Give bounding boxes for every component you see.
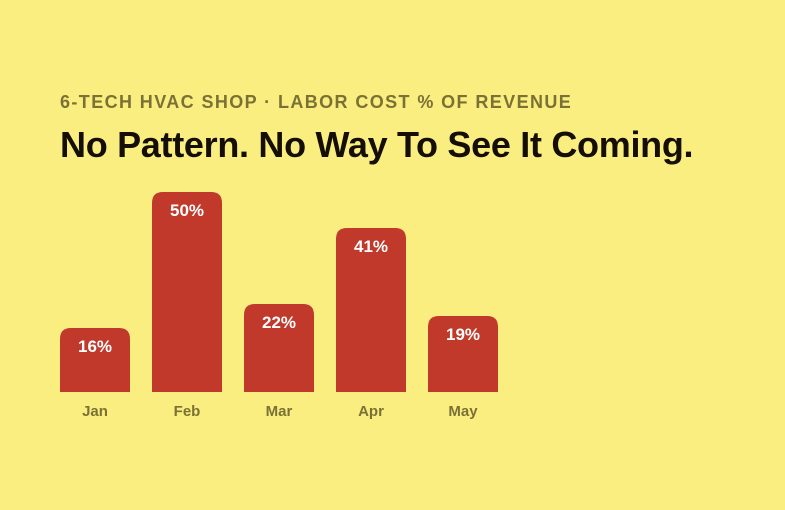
chart-title: No Pattern. No Way To See It Coming. [60, 124, 694, 165]
bar-mar [244, 304, 314, 392]
bar-jan [60, 328, 130, 392]
category-label: May [448, 403, 478, 420]
bar-value-label: 50% [170, 201, 204, 220]
bar-value-label: 19% [446, 325, 480, 344]
chart-subtitle: 6-TECH HVAC SHOP · LABOR COST % OF REVEN… [60, 92, 573, 112]
bar-apr [336, 228, 406, 392]
category-label: Apr [358, 403, 384, 420]
bar-feb [152, 192, 222, 392]
category-label: Feb [174, 403, 201, 420]
bar-value-label: 16% [78, 337, 112, 356]
category-label: Jan [82, 403, 108, 420]
bar-value-label: 22% [262, 313, 296, 332]
category-label: Mar [266, 403, 293, 420]
bar-value-label: 41% [354, 237, 388, 256]
bar-may [428, 316, 498, 392]
